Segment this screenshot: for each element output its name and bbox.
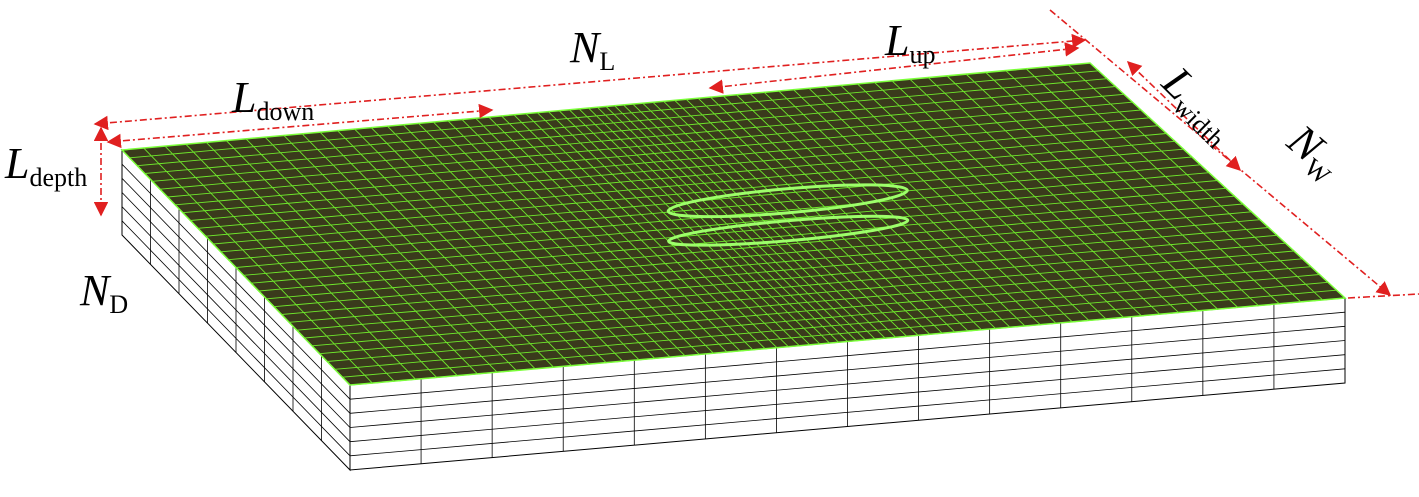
mesh-line	[235, 180, 1218, 268]
mesh-line	[289, 234, 1278, 323]
mesh-line	[319, 266, 1312, 355]
refined-zone	[666, 183, 909, 219]
label-main: N	[569, 23, 602, 72]
dim-ldown	[106, 103, 494, 149]
refined-zone	[667, 214, 910, 247]
mesh-line	[266, 211, 1252, 300]
mesh-line	[258, 203, 1244, 292]
label-nw: NW	[1275, 114, 1351, 190]
mesh-line	[327, 274, 1320, 362]
mesh-line	[251, 195, 1235, 284]
label-sub: depth	[29, 163, 87, 192]
mesh-line	[220, 164, 1201, 253]
mesh-line	[342, 289, 1337, 378]
label-main: L	[231, 73, 256, 122]
mesh-line	[243, 187, 1227, 276]
mesh-line	[311, 258, 1303, 347]
mesh-line	[304, 250, 1295, 339]
label-main: L	[884, 16, 909, 65]
dim-lwidth	[1126, 61, 1242, 171]
label-lup: Lup	[884, 16, 935, 69]
label-sub: D	[109, 290, 128, 319]
label-main: L	[4, 139, 29, 188]
label-sub: L	[599, 47, 615, 76]
label-nl: NL	[569, 23, 615, 76]
mesh-line	[273, 219, 1261, 308]
labels: NL Ldown Lup Lwidth NW Ldepth ND	[4, 16, 1351, 319]
mesh-line	[197, 140, 1176, 229]
mesh-line	[182, 125, 1159, 214]
dim-lup	[708, 42, 1080, 94]
label-ldepth: Ldepth	[4, 139, 87, 192]
label-main: N	[79, 266, 112, 315]
mesh-line	[175, 117, 1150, 206]
label-sub: up	[909, 40, 935, 69]
label-ldown: Ldown	[231, 73, 314, 126]
dim-nw	[1049, 9, 1392, 296]
dim-nw-ext	[1347, 293, 1419, 299]
label-nd: ND	[79, 266, 128, 319]
mesh-line	[281, 227, 1269, 315]
mesh-line	[205, 148, 1184, 237]
mesh-line	[190, 133, 1167, 221]
label-sub: down	[256, 97, 314, 126]
dimension-lines	[93, 9, 1419, 299]
side-faces	[121, 148, 1346, 472]
mesh-line	[334, 281, 1329, 370]
mesh-line	[296, 242, 1286, 331]
